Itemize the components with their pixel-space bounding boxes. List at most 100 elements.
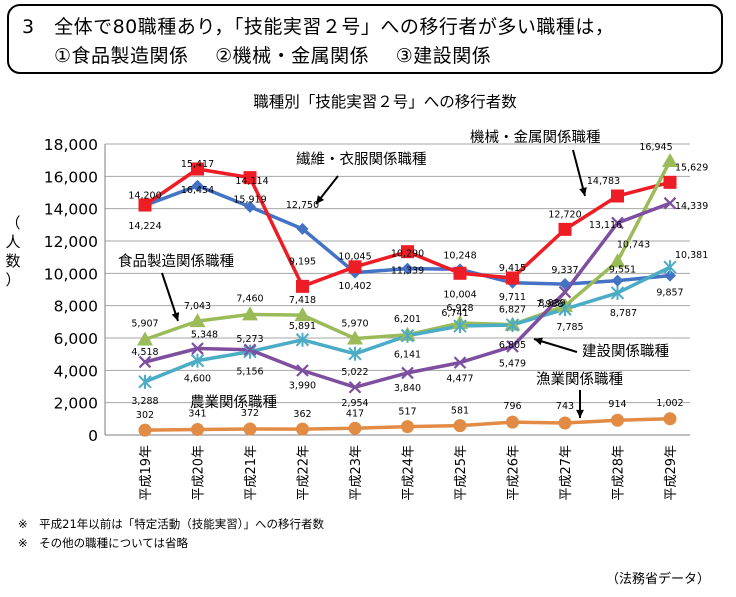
annotation-arrowhead (316, 195, 325, 204)
data-label: 7,043 (184, 301, 211, 312)
data-point (296, 279, 309, 293)
data-label: 1,002 (656, 398, 683, 409)
data-label: 9,337 (551, 265, 578, 276)
data-point (401, 262, 414, 275)
data-label: 2,954 (341, 398, 368, 409)
data-point (559, 278, 571, 291)
y-tick-label: 18,000 (44, 136, 98, 154)
data-point (506, 271, 519, 285)
x-tick-label: 平成23年 (349, 445, 364, 501)
data-label: 10,004 (443, 289, 476, 300)
data-label: 11,339 (391, 266, 424, 277)
data-point (244, 200, 256, 213)
data-point (611, 216, 624, 230)
data-label: 13,116 (589, 220, 622, 231)
data-label: 16,945 (639, 142, 672, 153)
data-label: 5,907 (131, 319, 158, 330)
series-annotation: 建設関係職種 (582, 343, 669, 360)
data-label: 7,460 (236, 293, 263, 304)
x-tick-label: 平成19年 (139, 445, 154, 501)
headline-box (7, 4, 723, 74)
annotation-arrowhead (171, 312, 180, 321)
data-label: 743 (556, 401, 574, 412)
data-label: 12,750 (286, 200, 319, 211)
data-point (138, 198, 152, 212)
x-tick-label: 平成22年 (297, 445, 312, 501)
data-label: 14,783 (587, 176, 620, 187)
data-point (191, 179, 204, 192)
data-label: 9,195 (289, 256, 316, 267)
data-label: 15,417 (181, 159, 214, 170)
y-tick-label: 6,000 (54, 330, 98, 348)
data-point (663, 175, 677, 189)
y-tick-label: 4,000 (54, 362, 98, 380)
data-point (611, 413, 624, 427)
data-point (663, 196, 677, 210)
data-label: 6,805 (499, 340, 526, 351)
series-annotation: 食品製造関係職種 (118, 253, 234, 270)
x-tick-label: 平成26年 (507, 445, 522, 501)
data-label: 6,141 (394, 350, 421, 361)
series-annotation: 農業関係職種 (190, 394, 277, 411)
footnote-2: ※ その他の職種については省略 (18, 536, 189, 550)
headline-item-food: ①食品製造関係 (54, 45, 189, 67)
data-point (401, 420, 414, 434)
y-tick-label: 10,000 (44, 265, 98, 283)
x-tick-label: 平成27年 (559, 445, 574, 501)
data-label: 7,418 (289, 295, 316, 306)
data-label: 10,381 (675, 250, 708, 261)
y-tick-label: 8,000 (54, 298, 98, 316)
data-point (242, 306, 258, 321)
data-label: 4,477 (446, 374, 473, 385)
y-tick-label: 16,000 (44, 168, 98, 186)
data-label: 10,045 (338, 252, 371, 263)
x-tick-label: 平成25年 (454, 445, 469, 501)
data-label: 10,402 (338, 281, 371, 292)
data-point (243, 171, 257, 185)
data-point (243, 344, 257, 359)
data-label: 6,741 (441, 308, 468, 319)
data-point (506, 340, 519, 353)
data-label: 5,970 (341, 318, 368, 329)
data-label: 9,857 (656, 288, 683, 299)
data-point (453, 419, 467, 433)
headline-item-construction: ③建設関係 (395, 45, 492, 67)
data-label: 3,288 (131, 396, 158, 407)
data-point (453, 319, 467, 334)
annotation-arrowhead (534, 337, 543, 346)
data-label: 3,990 (289, 380, 316, 391)
annotation-arrowhead (579, 187, 587, 196)
data-point (611, 189, 624, 203)
data-point (191, 342, 204, 355)
data-label: 6,827 (499, 305, 526, 316)
data-point (348, 421, 362, 435)
annotation-arrow (161, 272, 179, 322)
data-point (610, 285, 625, 300)
data-point (295, 332, 310, 347)
data-label: 9,415 (499, 263, 526, 274)
data-point (558, 416, 572, 430)
data-point (191, 162, 204, 176)
data-point (401, 245, 414, 259)
data-source: （法務省データ） (606, 572, 711, 587)
data-label: 14,339 (675, 201, 708, 212)
y-tick-label: 12,000 (44, 233, 98, 251)
headline-line-1: 3 全体で80職種あり，「技能実習２号」への移行者が多い職種は， (22, 16, 615, 38)
y-axis-label: （人数） (5, 214, 20, 289)
data-label: 796 (503, 401, 521, 412)
data-label: 372 (241, 408, 259, 419)
data-label: 6,928 (446, 303, 473, 314)
data-point (453, 356, 467, 369)
data-label: 9,711 (499, 292, 526, 303)
data-label: 6,201 (394, 314, 421, 325)
x-tick-label: 平成24年 (402, 445, 417, 501)
data-label: 5,156 (236, 367, 263, 378)
series-annotation: 機械・金属関係職種 (470, 129, 601, 146)
series-annotation: 漁業関係職種 (536, 371, 623, 388)
data-point (243, 422, 257, 436)
data-point (189, 313, 206, 328)
series-annotation: 繊維・衣服関係職種 (296, 151, 427, 168)
headline-item-machinery: ②機械・金属関係 (215, 45, 370, 67)
data-point (663, 260, 677, 275)
